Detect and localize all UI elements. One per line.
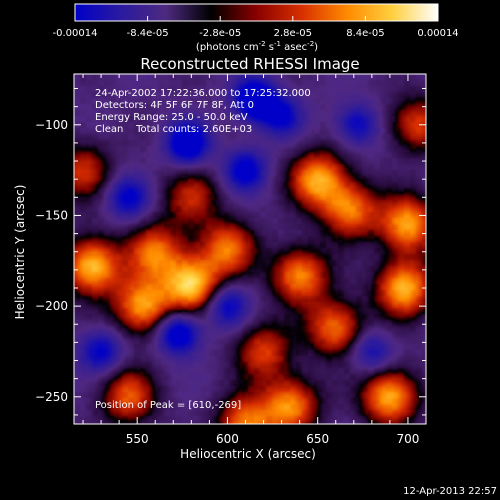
plot-border: [73, 73, 427, 425]
plot-frame: [73, 73, 427, 425]
y-tick-label: −250: [35, 390, 68, 404]
x-axis-label: Heliocentric X (arcsec): [180, 447, 316, 461]
annotation-time-range: 24-Apr-2002 17:22:36.000 to 17:25:32.000: [95, 88, 311, 99]
colorbar-tick-label: 8.4e-05: [346, 28, 384, 39]
colorbar-tick-label: 0.00014: [417, 28, 458, 39]
x-tick-label: 550: [126, 432, 149, 446]
colorbar-tick-label: -2.8e-05: [199, 28, 241, 39]
x-tick-label: 650: [306, 432, 329, 446]
x-tick-label: 600: [216, 432, 239, 446]
colorbar-tick-label: -8.4e-05: [127, 28, 169, 39]
colorbar-units: (photons cm-2 s-1 asec-2): [196, 40, 318, 53]
annotation-energy: Energy Range: 25.0 - 50.0 keV: [95, 112, 248, 123]
footer-timestamp: 12-Apr-2013 22:57: [403, 486, 497, 497]
colorbar-tick-label: -0.00014: [53, 28, 98, 39]
y-axis-ticks: −100 −150 −200 −250: [35, 88, 426, 416]
annotation-detectors: Detectors: 4F 5F 6F 7F 8F, Att 0: [95, 100, 254, 111]
y-tick-label: −150: [35, 208, 68, 222]
colorbar-tick-label: 2.8e-05: [274, 28, 312, 39]
chart-title: Reconstructed RHESSI Image: [140, 55, 359, 73]
image-annotations: 24-Apr-2002 17:22:36.000 to 17:25:32.000…: [95, 88, 311, 411]
colorbar-ticks: -0.00014 -8.4e-05 -2.8e-05 2.8e-05 8.4e-05 0.…: [53, 16, 459, 39]
x-axis-ticks: 550 600 650 700: [82, 74, 427, 446]
y-tick-label: −200: [35, 299, 68, 313]
heatmap-image: [74, 74, 426, 424]
x-tick-label: 700: [396, 432, 419, 446]
y-axis-label: Heliocentric Y (arcsec): [13, 185, 27, 320]
y-tick-label: −100: [35, 118, 68, 132]
annotation-peak-position: Position of Peak = [610,-269]: [95, 400, 241, 411]
colorbar: [74, 3, 439, 22]
annotation-clean-counts: Clean Total counts: 2.60E+03: [95, 124, 252, 135]
